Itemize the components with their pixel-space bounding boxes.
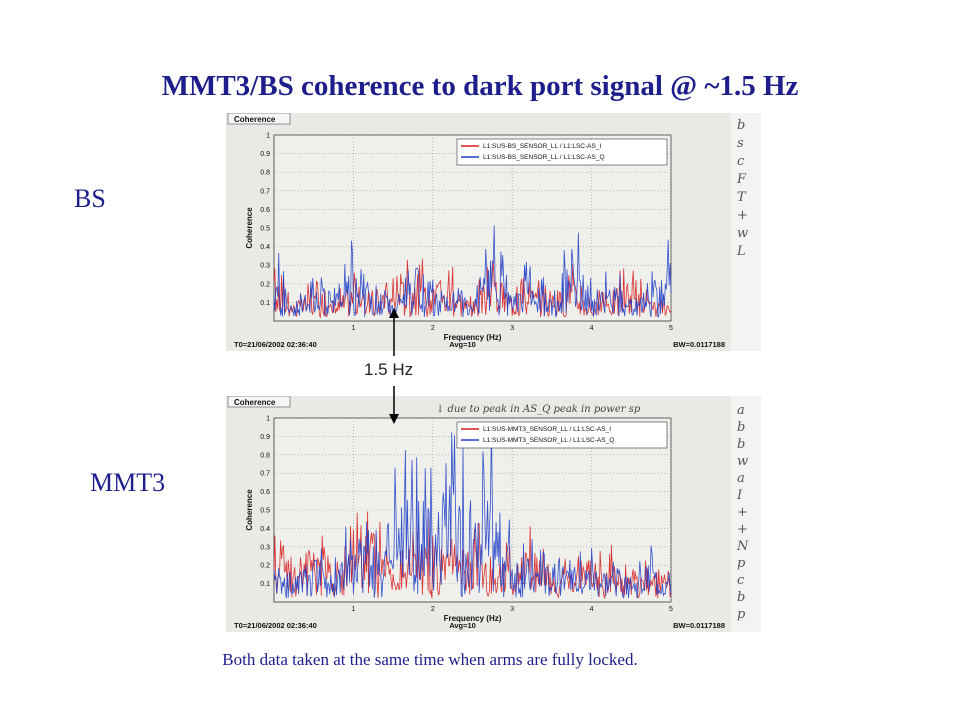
bs-label: BS xyxy=(74,184,106,213)
handwritten-note: ↓ due to peak in AS_Q peak in power sp xyxy=(436,404,641,415)
legend-box xyxy=(456,421,668,449)
y-tick-label-0.6: 0.6 xyxy=(260,207,270,214)
frequency-marker-label: 1.5 Hz xyxy=(364,360,414,379)
margin-note-top-7: L xyxy=(737,244,746,259)
bs-coherence-chart: Coherence 0.1 0.2 0.3 0.4 0.5 0.6 0.7 0.8 0.9 1 1 2 3… xyxy=(226,113,731,351)
margin-note-bottom-0: a xyxy=(737,403,745,418)
x-tick-label-3: 3 xyxy=(510,325,514,332)
legend-entry-1: L1:SUS-MMT3_SENSOR_LL / L1:LSC-AS_Q xyxy=(483,437,614,444)
footer-timestamp: T0=21/06/2002 02:36:40 xyxy=(234,621,317,630)
margin-note-bottom-12: p xyxy=(737,607,746,622)
y-tick-label-0.9: 0.9 xyxy=(260,151,270,158)
margin-note-top-0: b xyxy=(737,118,746,133)
margin-note-bottom-6: + xyxy=(737,505,748,520)
footer-avg: Avg=10 xyxy=(449,621,476,630)
y-tick-label-0.7: 0.7 xyxy=(260,471,270,478)
margin-note-top-6: w xyxy=(737,226,749,241)
x-axis-label: Frequency (Hz) xyxy=(444,614,502,623)
y-tick-label-0.7: 0.7 xyxy=(260,188,270,195)
legend-entry-0: L1:SUS-MMT3_SENSOR_LL / L1:LSC-AS_I xyxy=(483,426,611,433)
x-tick-label-2: 2 xyxy=(431,606,435,613)
x-axis-label: Frequency (Hz) xyxy=(444,333,502,342)
legend-entry-1: L1:SUS-BS_SENSOR_LL / L1:LSC-AS_Q xyxy=(483,154,605,161)
y-tick-label-0.9: 0.9 xyxy=(260,434,270,441)
y-tick-label-0.8: 0.8 xyxy=(260,452,270,459)
footer-bandwidth: BW=0.0117188 xyxy=(673,340,725,349)
margin-note-top-1: s xyxy=(737,136,744,151)
x-tick-label-1: 1 xyxy=(351,606,355,613)
page-title: MMT3/BS coherence to dark port signal @ … xyxy=(161,70,799,102)
arrow-annotation xyxy=(389,308,399,424)
x-tick-label-5: 5 xyxy=(669,325,673,332)
series-line-1 xyxy=(273,225,672,318)
x-tick-label-2: 2 xyxy=(431,325,435,332)
footer-timestamp: T0=21/06/2002 02:36:40 xyxy=(234,340,317,349)
margin-note-top-2: c xyxy=(737,154,745,169)
legend-box xyxy=(456,138,668,166)
y-tick-label-0.3: 0.3 xyxy=(260,544,270,551)
arrow-up-head xyxy=(389,308,399,318)
series-line-1 xyxy=(273,425,672,599)
x-tick-label-3: 3 xyxy=(510,606,514,613)
x-tick-label-4: 4 xyxy=(590,325,594,332)
footer-bandwidth: BW=0.0117188 xyxy=(673,621,725,630)
panel-title: Coherence xyxy=(234,115,276,124)
y-tick-label-0.5: 0.5 xyxy=(260,226,270,233)
y-tick-label-0.5: 0.5 xyxy=(260,508,270,515)
margin-note-bottom-8: N xyxy=(737,539,749,554)
x-tick-label-5: 5 xyxy=(669,606,673,613)
margin-note-bottom-2: b xyxy=(737,437,746,452)
y-tick-label-1: 1 xyxy=(266,133,270,140)
y-tick-label-0.1: 0.1 xyxy=(260,581,270,588)
y-tick-label-0.4: 0.4 xyxy=(260,526,270,533)
arrow-down-head xyxy=(389,414,399,424)
margin-note-bottom-5: I xyxy=(737,488,743,503)
margin-note-top-4: T xyxy=(737,190,746,205)
margin-note-bottom-4: a xyxy=(737,471,745,486)
y-tick-label-0.6: 0.6 xyxy=(260,489,270,496)
margin-note-top-3: F xyxy=(737,172,747,187)
mmt3-coherence-svg: Coherence 0.1 0.2 0.3 0.4 0.5 0.6 0.7 0.8 0.9 1 1 2 3… xyxy=(227,396,725,630)
panel-title: Coherence xyxy=(234,398,276,407)
y-tick-label-0.1: 0.1 xyxy=(260,300,270,307)
y-tick-label-0.2: 0.2 xyxy=(260,281,270,288)
margin-note-bottom-3: w xyxy=(737,454,749,469)
mmt3-coherence-chart: Coherence 0.1 0.2 0.3 0.4 0.5 0.6 0.7 0.8 0.9 1 1 2 3… xyxy=(226,396,731,632)
bs-coherence-svg: Coherence 0.1 0.2 0.3 0.4 0.5 0.6 0.7 0.8 0.9 1 1 2 3… xyxy=(227,113,725,349)
margin-note-bottom-10: c xyxy=(737,573,745,588)
legend-entry-0: L1:SUS-BS_SENSOR_LL / L1:LSC-AS_I xyxy=(483,143,601,150)
margin-handwriting-top: b s c F T + w L xyxy=(737,117,748,261)
y-tick-label-0.2: 0.2 xyxy=(260,563,270,570)
mmt3-label: MMT3 xyxy=(90,468,166,497)
caption: Both data taken at the same time when ar… xyxy=(222,650,638,669)
x-tick-label-1: 1 xyxy=(351,325,355,332)
y-axis-label: Coherence xyxy=(245,489,254,531)
margin-note-bottom-9: p xyxy=(737,556,746,571)
y-tick-label-0.3: 0.3 xyxy=(260,263,270,270)
margin-note-top-5: + xyxy=(737,208,748,223)
margin-note-bottom-7: + xyxy=(737,522,748,537)
footer-avg: Avg=10 xyxy=(449,340,476,349)
margin-note-bottom-11: b xyxy=(737,590,746,605)
panel-tab xyxy=(227,113,291,125)
y-tick-label-0.8: 0.8 xyxy=(260,170,270,177)
y-axis-label: Coherence xyxy=(245,207,254,249)
y-tick-label-0.4: 0.4 xyxy=(260,244,270,251)
series-line-0 xyxy=(273,511,672,600)
y-tick-label-1: 1 xyxy=(266,416,270,423)
panel-tab xyxy=(227,396,291,408)
x-tick-label-4: 4 xyxy=(590,606,594,613)
margin-note-bottom-1: b xyxy=(737,420,746,435)
bs-margin-notes: b s c F T + w L xyxy=(731,113,761,351)
